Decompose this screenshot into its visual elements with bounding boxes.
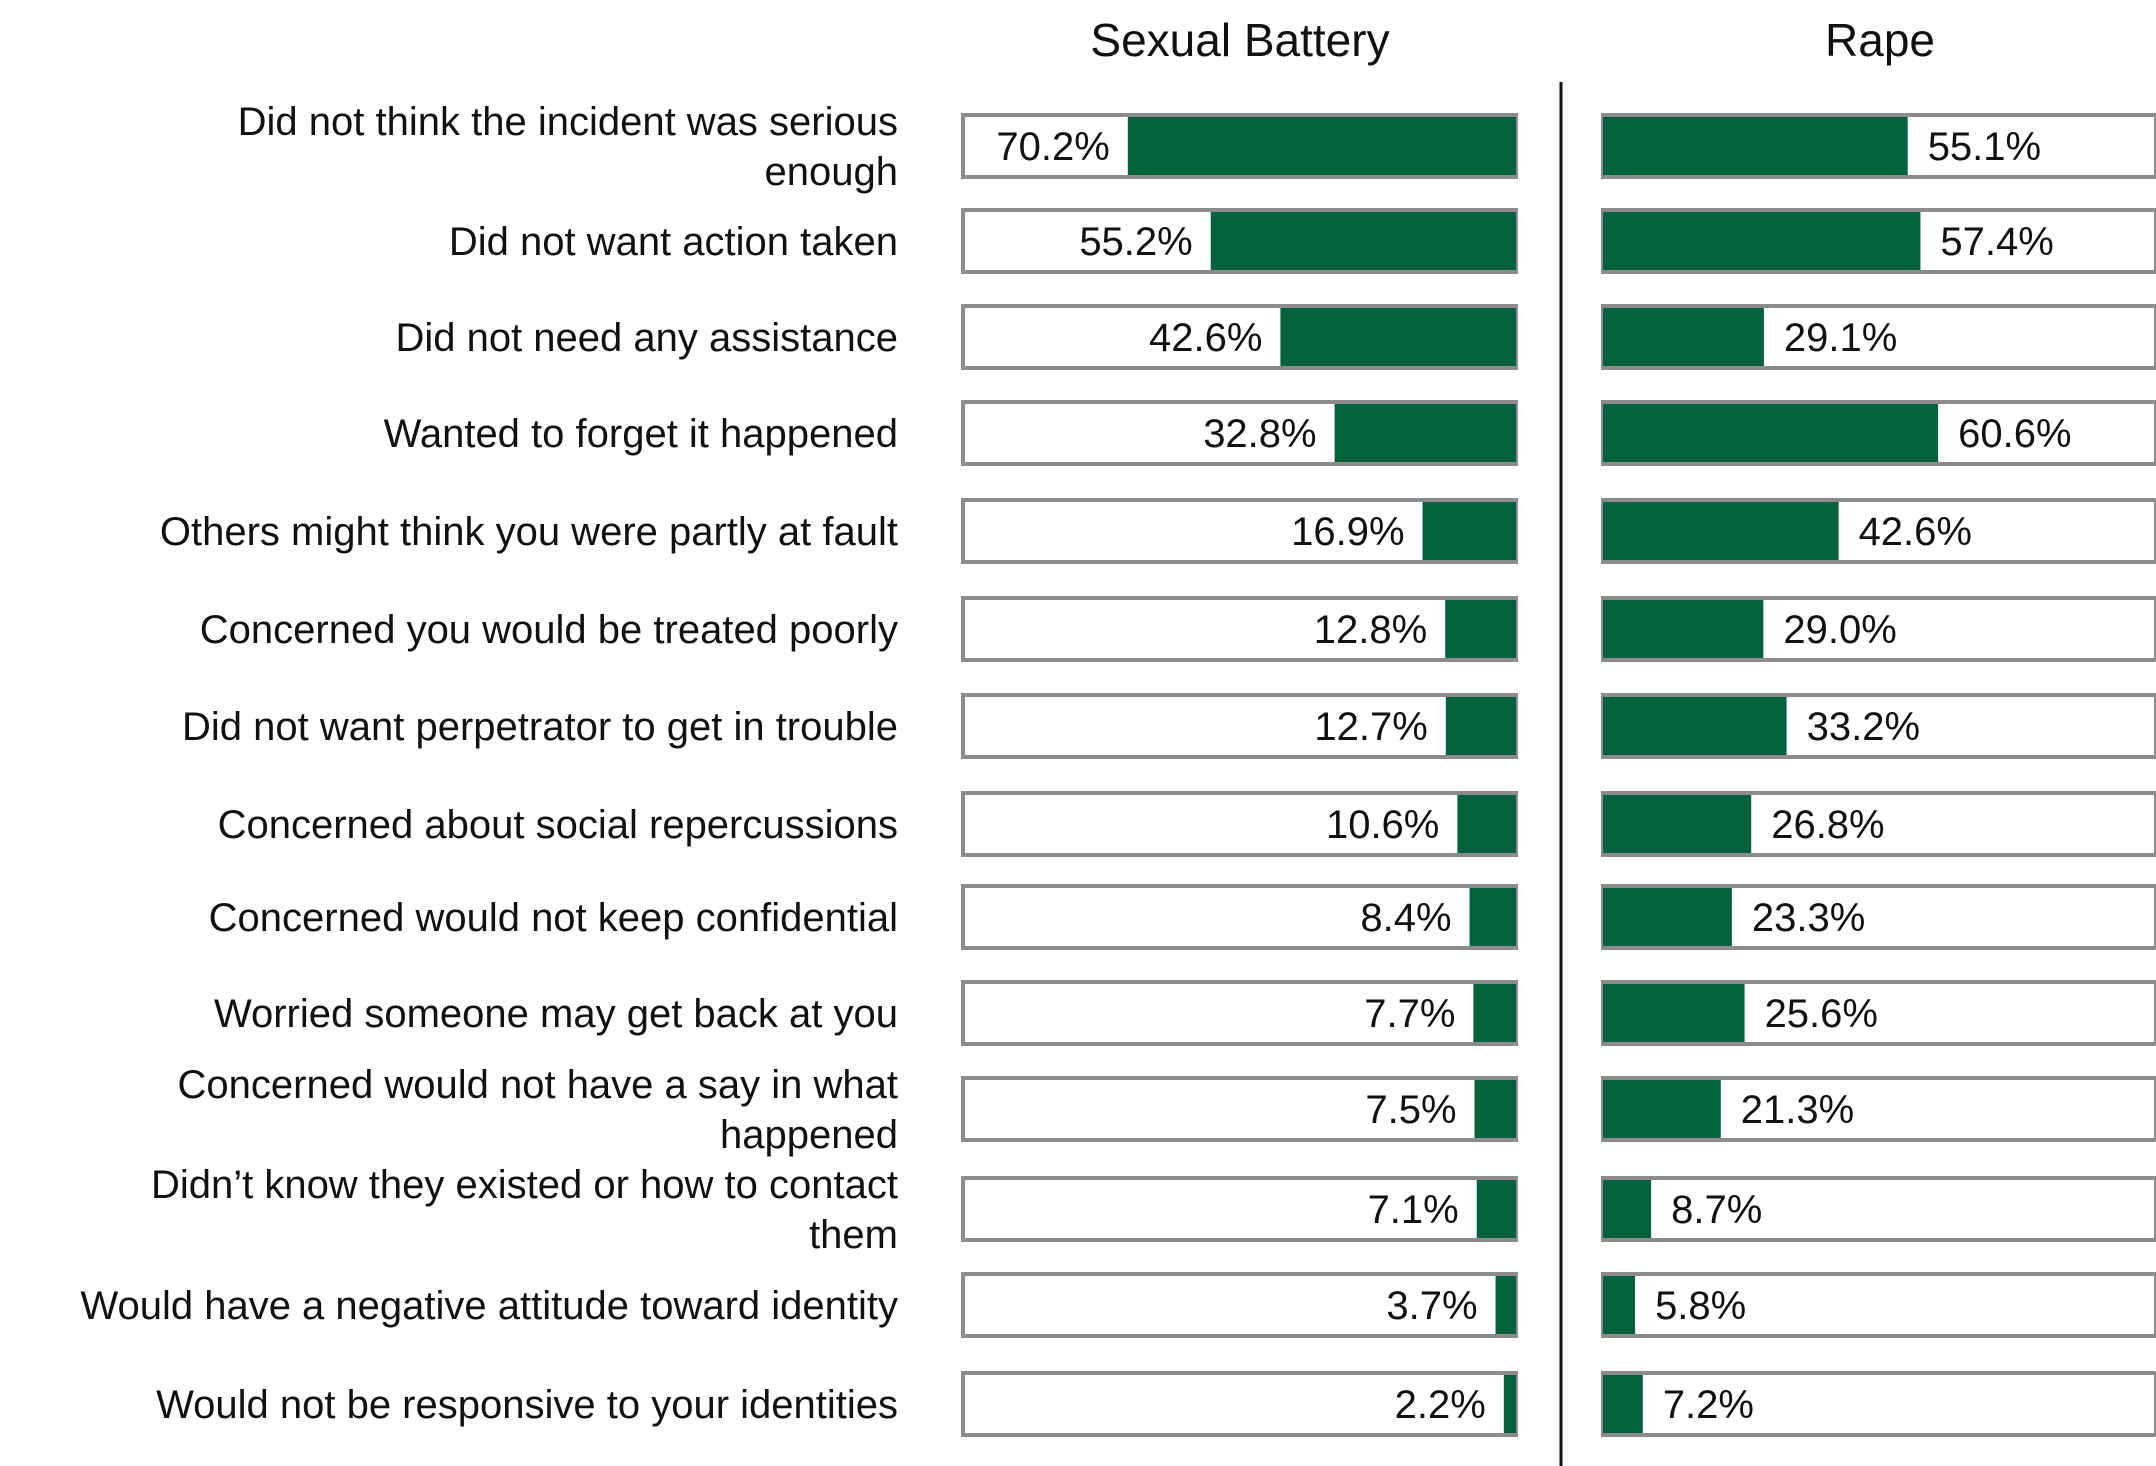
value-label: 21.3% [1741,1088,1854,1132]
bar-fill [1603,984,1745,1042]
bar-frame [961,1176,1518,1242]
bar-fill [1476,1180,1516,1238]
bar-fill [1603,795,1752,853]
category-label: Concerned you would be treated poorly [200,608,898,652]
value-label: 29.1% [1784,316,1897,360]
bar-fill [1422,502,1516,560]
bar-fill [1603,1375,1643,1433]
bar-frame [961,693,1518,759]
value-label: 26.8% [1771,803,1884,847]
category-label: Did not think the incident was serious en… [238,100,898,194]
value-label: 60.6% [1958,412,2071,456]
value-label: 7.5% [1365,1088,1456,1132]
bar-fill [1210,212,1516,270]
category-label: Didn’t know they existed or how to conta… [151,1163,898,1257]
category-label: Concerned would not keep confidential [209,896,898,940]
value-label: 29.0% [1783,608,1896,652]
bar-frame [961,596,1518,662]
bar-fill [1603,1276,1636,1334]
value-label: 16.9% [1291,510,1404,554]
value-label: 3.7% [1386,1284,1477,1328]
bar-fill [1495,1276,1516,1334]
bar-frame [1601,1272,2156,1338]
value-label: 8.4% [1360,896,1451,940]
panel-title-sexual-battery: Sexual Battery [1090,14,1389,66]
bar-fill [1603,308,1764,366]
bar-fill [1603,1080,1721,1138]
bar-fill [1473,984,1516,1042]
value-label: 10.6% [1326,803,1439,847]
bar-frame [961,1076,1518,1142]
value-label: 12.8% [1314,608,1427,652]
bar-fill [1603,212,1921,270]
category-label: Concerned about social repercussions [218,803,898,847]
category-label: Did not need any assistance [395,316,898,360]
value-label: 23.3% [1752,896,1865,940]
bar-frame [961,1272,1518,1338]
value-label: 8.7% [1671,1188,1762,1232]
bar-fill [1603,404,1939,462]
category-label: Did not want perpetrator to get in troub… [182,705,898,749]
value-label: 2.2% [1395,1383,1486,1427]
bar-fill [1445,600,1516,658]
bar-fill [1603,888,1732,946]
value-label: 55.2% [1079,220,1192,264]
value-label: 7.7% [1364,992,1455,1036]
bar-fill [1469,888,1516,946]
value-label: 7.2% [1663,1383,1754,1427]
value-label: 25.6% [1765,992,1878,1036]
value-label: 7.1% [1368,1188,1459,1232]
bar-fill [1457,795,1516,853]
category-label: Worried someone may get back at you [214,992,898,1036]
category-label: Concerned would not have a say in what ha… [178,1063,898,1157]
category-label: Would not be responsive to your identiti… [156,1383,898,1427]
category-label: Wanted to forget it happened [384,412,898,456]
value-label: 32.8% [1203,412,1316,456]
bar-fill [1603,117,1908,175]
category-label: Would have a negative attitude toward id… [80,1284,898,1328]
category-label: Others might think you were partly at fa… [160,510,898,554]
bar-fill [1603,697,1787,755]
bar-fill [1603,600,1764,658]
panel-title-rape: Rape [1825,14,1935,66]
bar-fill [1474,1080,1516,1138]
bar-fill [1127,117,1516,175]
bar-fill [1280,308,1516,366]
value-label: 12.7% [1314,705,1427,749]
bar-fill [1603,1180,1652,1238]
value-label: 55.1% [1928,125,2041,169]
value-label: 70.2% [996,125,1109,169]
bar-fill [1334,404,1516,462]
bar-fill [1445,697,1516,755]
bar-fill [1603,502,1839,560]
value-label: 42.6% [1149,316,1262,360]
value-label: 5.8% [1655,1284,1746,1328]
value-label: 57.4% [1940,220,2053,264]
value-label: 33.2% [1807,705,1920,749]
value-label: 42.6% [1859,510,1972,554]
bar-fill [1503,1375,1516,1433]
category-label: Did not want action taken [449,220,898,264]
